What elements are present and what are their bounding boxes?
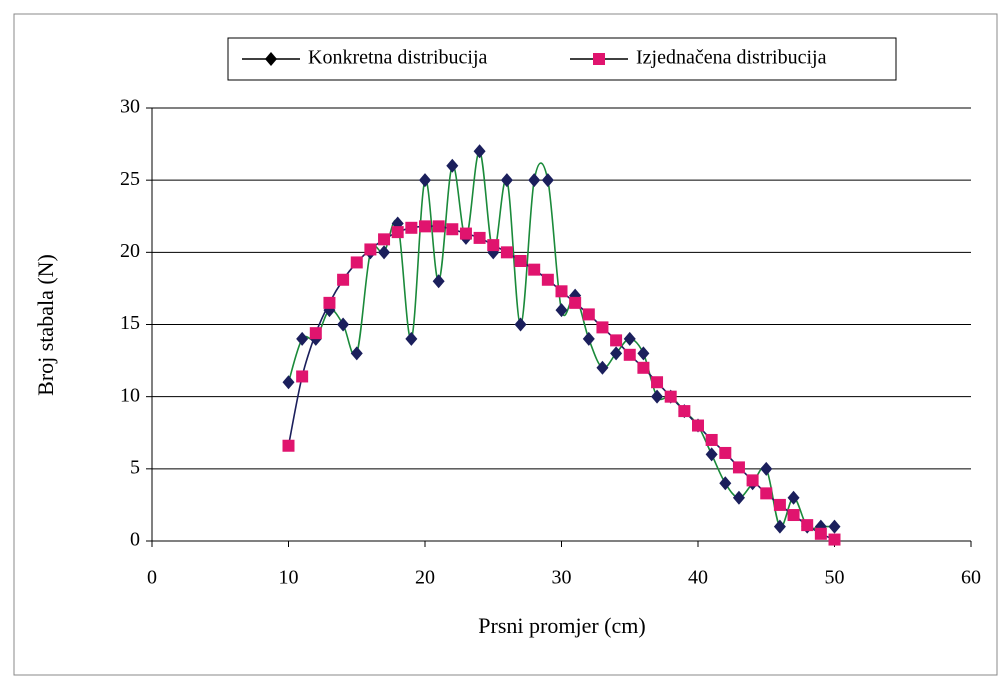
legend-label: Izjednačena distribucija (636, 47, 827, 69)
x-tick-label: 30 (552, 567, 572, 589)
y-tick-label: 25 (120, 168, 140, 190)
point (705, 447, 718, 462)
y-tick-label: 0 (130, 529, 140, 551)
x-tick-label: 0 (147, 567, 157, 589)
point (350, 346, 363, 361)
point (473, 144, 486, 159)
y-tick-label: 15 (120, 312, 140, 334)
point (596, 321, 609, 334)
point (732, 461, 745, 474)
point (623, 348, 636, 361)
point (651, 376, 664, 389)
point (637, 346, 650, 361)
point (296, 331, 309, 346)
y-tick-label: 20 (120, 240, 140, 262)
point (419, 220, 431, 233)
point (432, 274, 445, 289)
point (555, 303, 568, 318)
point (719, 476, 732, 491)
point (637, 361, 650, 374)
point (514, 254, 527, 267)
y-tick-label: 30 (120, 96, 140, 118)
point (773, 519, 786, 534)
point (391, 226, 404, 239)
point (473, 231, 486, 244)
point (309, 327, 322, 340)
legend-box (227, 37, 897, 81)
point (610, 346, 623, 361)
point (282, 375, 295, 390)
point (528, 173, 541, 188)
x-axis-label: Prsni promjer (cm) (478, 613, 645, 638)
point (364, 243, 377, 256)
point (514, 317, 527, 332)
point (814, 527, 827, 540)
point (432, 220, 445, 233)
point (296, 370, 309, 383)
point (446, 158, 459, 173)
point (664, 390, 677, 403)
point (651, 389, 664, 404)
point (541, 173, 554, 188)
point (596, 360, 609, 375)
point (610, 334, 623, 347)
point (787, 490, 800, 505)
point (732, 490, 745, 505)
point (746, 474, 759, 487)
x-tick-label: 20 (415, 567, 435, 589)
point (801, 519, 814, 532)
point (378, 245, 391, 260)
legend-marker (265, 52, 277, 66)
point (419, 173, 431, 188)
y-tick-label: 5 (130, 456, 140, 478)
y-axis-label: Broj stabala (N) (33, 254, 58, 396)
point (323, 296, 336, 309)
point (569, 296, 582, 309)
point (773, 498, 786, 511)
point (678, 405, 691, 418)
point (828, 533, 841, 546)
point (459, 227, 472, 240)
x-tick-label: 40 (688, 567, 708, 589)
point (350, 256, 363, 269)
chart-border (13, 13, 998, 676)
legend-marker (593, 53, 605, 65)
point (692, 419, 704, 432)
point (487, 239, 500, 252)
point (719, 446, 732, 459)
x-tick-label: 50 (825, 567, 845, 589)
point (528, 263, 541, 276)
point (337, 317, 350, 332)
point (282, 439, 295, 452)
point (500, 173, 513, 188)
point (405, 221, 418, 234)
point (760, 487, 773, 500)
point (705, 433, 718, 446)
point (378, 233, 391, 246)
point (828, 519, 841, 534)
x-tick-label: 60 (961, 567, 981, 589)
point (760, 461, 773, 476)
point (405, 331, 418, 346)
point (787, 509, 800, 522)
point (555, 285, 568, 298)
x-tick-label: 10 (279, 567, 299, 589)
y-tick-label: 10 (120, 384, 140, 406)
point (582, 308, 595, 321)
point (500, 246, 513, 259)
legend-label: Konkretna distribucija (308, 47, 488, 69)
point (337, 273, 350, 286)
point (582, 331, 595, 346)
point (541, 273, 554, 286)
point (623, 331, 636, 346)
point (446, 223, 459, 236)
